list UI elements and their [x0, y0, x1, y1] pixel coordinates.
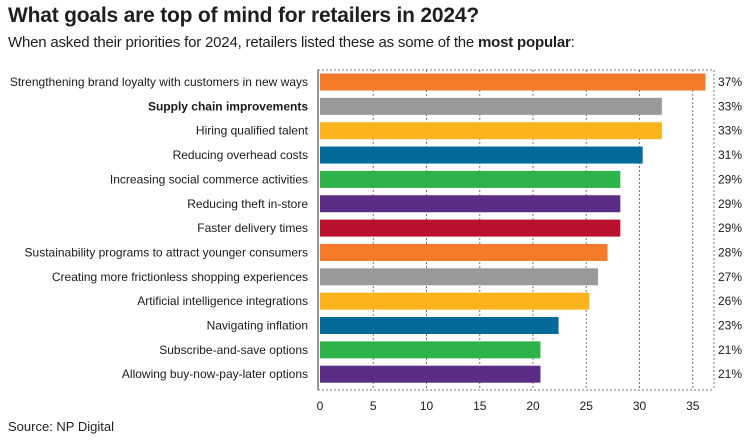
chart-title: What goals are top of mind for retailers… [8, 4, 479, 27]
value-label: 27% [718, 270, 742, 284]
value-label: 31% [718, 148, 742, 162]
category-label: Hiring qualified talent [196, 124, 309, 138]
bar [320, 97, 662, 115]
bar [320, 317, 559, 334]
bar [320, 219, 621, 237]
bar [320, 170, 621, 188]
x-tick-label: 35 [686, 399, 700, 413]
x-tick-label: 25 [580, 399, 594, 413]
bar [320, 73, 706, 91]
bar [320, 195, 621, 213]
x-tick-label: 10 [420, 399, 434, 413]
bar [320, 268, 598, 286]
subtitle-emphasis: most popular [478, 34, 571, 51]
value-label: 21% [718, 343, 742, 357]
category-label: Reducing theft in-store [187, 197, 308, 211]
value-label: 33% [718, 124, 742, 138]
category-label: Navigating inflation [207, 319, 308, 333]
value-label: 28% [718, 245, 742, 259]
value-label: 23% [718, 319, 742, 333]
x-tick-label: 15 [473, 399, 487, 413]
category-label: Supply chain improvements [148, 99, 308, 113]
category-label: Subscribe-and-save options [159, 343, 308, 357]
value-label: 21% [718, 367, 742, 381]
value-label: 29% [718, 221, 742, 235]
bar [320, 292, 590, 310]
bar [320, 365, 541, 383]
bar [320, 243, 608, 261]
category-labels: Strengthening brand loyalty with custome… [10, 75, 309, 381]
category-label: Allowing buy-now-pay-later options [122, 367, 308, 381]
x-axis-ticks: 0 5 10 15 20 25 30 35 [317, 399, 700, 413]
bar [320, 341, 541, 359]
category-label: Artificial intelligence integrations [137, 294, 308, 308]
x-tick-label: 5 [370, 399, 377, 413]
category-label: Creating more frictionless shopping expe… [52, 270, 308, 284]
chart-subtitle: When asked their priorities for 2024, re… [8, 34, 575, 51]
category-label: Strengthening brand loyalty with custome… [10, 75, 308, 89]
value-labels: 37% 33% 33% 31% 29% 29% 29% 28% 27% 26% 23% 21% 21% [718, 75, 742, 381]
category-label: Reducing overhead costs [173, 148, 308, 162]
bar [320, 146, 643, 164]
x-tick-label: 20 [526, 399, 540, 413]
subtitle-text: When asked their priorities for 2024, re… [8, 34, 475, 51]
x-tick-label: 0 [317, 399, 324, 413]
bar [320, 122, 662, 140]
category-label: Increasing social commerce activities [110, 172, 308, 186]
source-note: Source: NP Digital [8, 419, 114, 434]
x-tick-label: 30 [633, 399, 647, 413]
value-label: 37% [718, 75, 742, 89]
category-label: Faster delivery times [197, 221, 308, 235]
value-label: 33% [718, 99, 742, 113]
bars [320, 73, 706, 383]
value-label: 29% [718, 197, 742, 211]
category-label: Sustainability programs to attract young… [25, 245, 308, 259]
value-label: 26% [718, 294, 742, 308]
subtitle-colon: : [570, 34, 575, 51]
value-label: 29% [718, 172, 742, 186]
